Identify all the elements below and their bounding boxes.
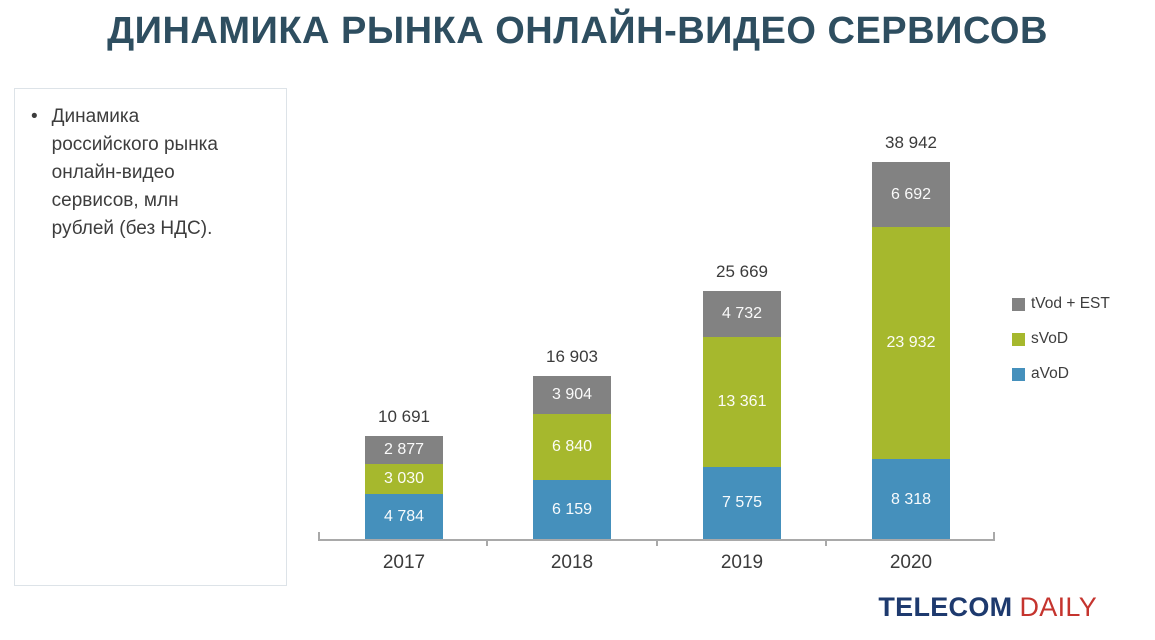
bar-value-label: 6 692	[890, 185, 932, 203]
bar-total-label: 25 669	[716, 262, 768, 282]
bar-segment-sVoD-2019: 13 361	[703, 336, 781, 467]
x-axis-label-2017: 2017	[382, 552, 426, 573]
bar-value-label: 4 784	[383, 507, 425, 525]
bar-total-label: 10 691	[378, 407, 430, 427]
bar-value-label: 3 030	[383, 469, 425, 487]
bullet-marker: •	[31, 106, 38, 127]
legend-item-sVoD: sVoD	[1012, 330, 1110, 348]
x-axis-label-2020: 2020	[889, 552, 933, 573]
legend-swatch	[1012, 367, 1025, 381]
legend-swatch	[1012, 332, 1025, 346]
slide-title: ДИНАМИКА РЫНКА ОНЛАЙН-ВИДЕО СЕРВИСОВ	[107, 10, 1048, 52]
bar-segment-tVod-EST-2017: 2 877	[365, 436, 443, 465]
x-axis-tick	[824, 540, 827, 546]
bar-segment-aVoD-2019: 7 575	[703, 466, 781, 540]
bar-total-label: 16 903	[546, 347, 598, 367]
bar-value-label: 2 877	[383, 441, 425, 459]
legend-item-aVoD: aVoD	[1012, 365, 1110, 383]
note-bullet-item: • Динамика российского рынка онлайн-виде…	[25, 103, 276, 243]
bar-segment-tVod-EST-2019: 4 732	[703, 291, 781, 337]
bar-total-label: 38 942	[885, 133, 937, 153]
x-axis-endcap	[318, 532, 320, 541]
bar-segment-aVoD-2020: 8 318	[872, 459, 950, 540]
x-axis-label-2019: 2019	[720, 552, 764, 573]
bar-segment-aVoD-2017: 4 784	[365, 493, 443, 540]
bar-value-label: 7 575	[721, 494, 763, 512]
bar-value-label: 4 732	[721, 304, 763, 322]
x-axis-tick	[655, 540, 658, 546]
bar-value-label: 3 904	[551, 385, 593, 403]
bar-segment-sVoD-2018: 6 840	[533, 413, 611, 481]
bar-value-label: 13 361	[717, 392, 767, 410]
bar-value-label: 6 840	[551, 438, 593, 456]
bar-segment-tVod-EST-2020: 6 692	[872, 162, 950, 228]
bar-value-label: 23 932	[886, 334, 936, 352]
bar-segment-sVoD-2020: 23 932	[872, 227, 950, 460]
legend-label: aVoD	[1031, 365, 1069, 382]
x-axis-label-2018: 2018	[550, 552, 594, 573]
legend-label: sVoD	[1031, 330, 1069, 347]
bar-segment-aVoD-2018: 6 159	[533, 480, 611, 540]
chart-legend: tVod + EST sVoD aVoD	[1012, 295, 1110, 383]
legend-label: tVod + EST	[1031, 295, 1110, 312]
legend-swatch	[1012, 297, 1025, 311]
bar-segment-tVod-EST-2018: 3 904	[533, 376, 611, 414]
bar-value-label: 6 159	[551, 501, 593, 519]
telecom-daily-logo: TELECOM DAILY	[878, 592, 1097, 623]
legend-item-tVod-EST: tVod + EST	[1012, 295, 1110, 313]
bar-segment-sVoD-2017: 3 030	[365, 464, 443, 494]
logo-daily-text: DAILY	[1019, 592, 1097, 622]
logo-telecom-text: TELECOM	[878, 592, 1013, 622]
x-axis-endcap	[993, 532, 995, 541]
note-text: Динамика российского рынка онлайн-видео …	[51, 106, 218, 239]
x-axis-tick	[486, 540, 489, 546]
bar-value-label: 8 318	[890, 490, 932, 508]
note-box: • Динамика российского рынка онлайн-виде…	[14, 88, 287, 586]
